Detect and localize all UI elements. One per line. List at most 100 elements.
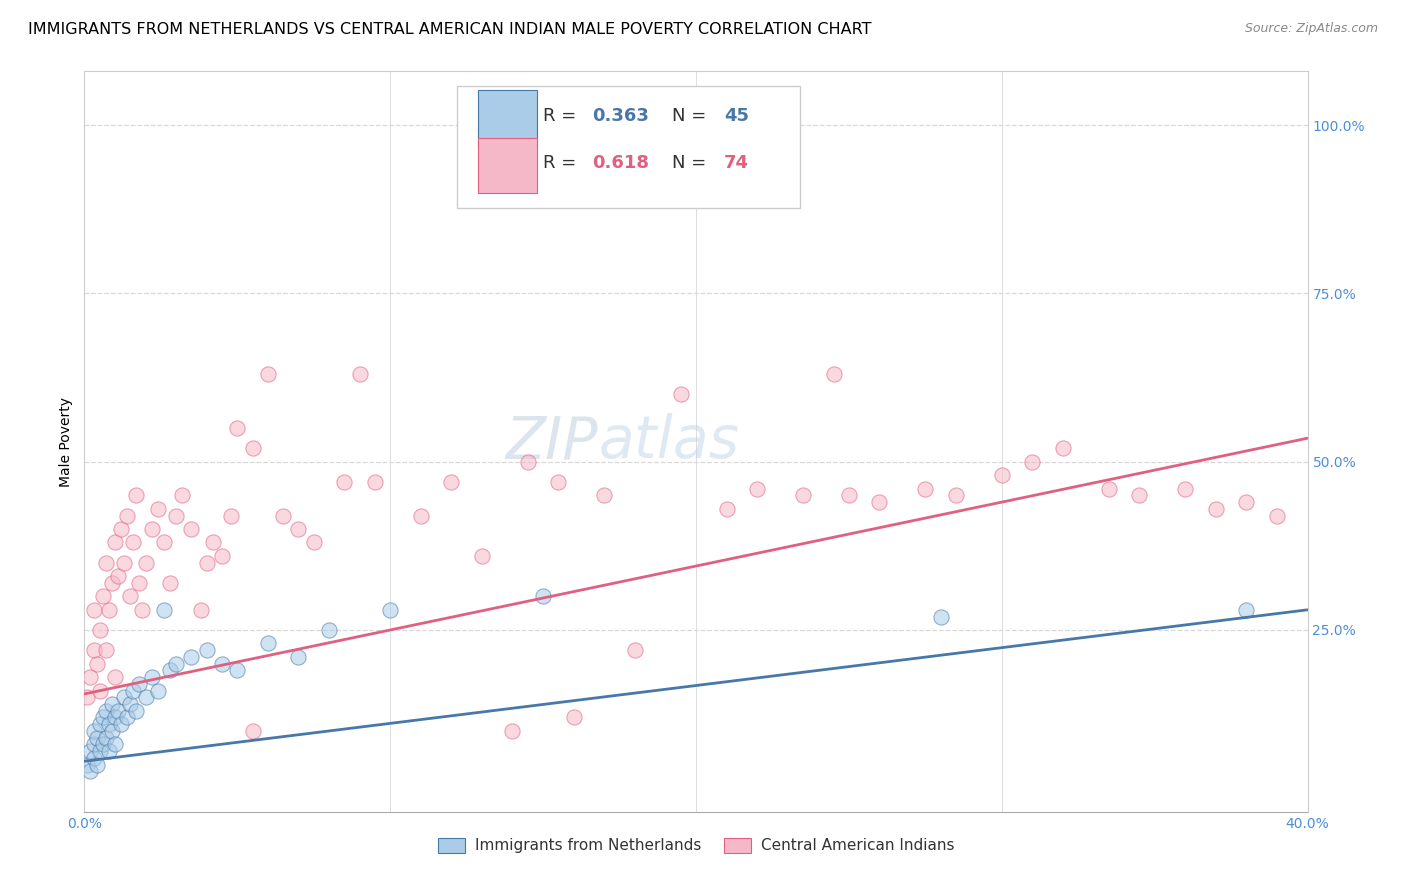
Point [120, 697, 142, 711]
Point [76, 690, 98, 705]
Point [76, 757, 98, 772]
Point [125, 488, 148, 502]
Point [141, 670, 163, 684]
Point [146, 501, 169, 516]
Point [112, 690, 135, 705]
Text: 45: 45 [724, 107, 749, 125]
Point [83, 738, 105, 752]
Text: N =: N = [672, 154, 711, 172]
Point [153, 603, 176, 617]
Point [349, 368, 371, 382]
Point [257, 368, 280, 382]
Text: IMMIGRANTS FROM NETHERLANDS VS CENTRAL AMERICAN INDIAN MALE POVERTY CORRELATION : IMMIGRANTS FROM NETHERLANDS VS CENTRAL A… [28, 22, 872, 37]
Point [502, 723, 524, 738]
Point [172, 488, 194, 502]
Point [516, 455, 538, 469]
Point [180, 522, 202, 536]
Point [101, 697, 124, 711]
Point [83, 751, 105, 765]
Point [1128, 488, 1150, 502]
Text: 0.363: 0.363 [592, 107, 650, 125]
Point [97, 603, 120, 617]
Point [159, 664, 181, 678]
Text: atlas: atlas [598, 413, 740, 470]
Point [107, 704, 129, 718]
Point [125, 704, 148, 718]
Point [122, 535, 145, 549]
Point [211, 549, 233, 563]
Point [792, 488, 814, 502]
Point [122, 683, 145, 698]
Point [110, 717, 132, 731]
Point [440, 475, 463, 489]
Point [101, 575, 124, 590]
FancyBboxPatch shape [478, 90, 537, 145]
Text: Source: ZipAtlas.com: Source: ZipAtlas.com [1244, 22, 1378, 36]
Point [593, 488, 616, 502]
Point [112, 556, 135, 570]
Point [716, 501, 738, 516]
Point [531, 590, 554, 604]
Point [318, 623, 340, 637]
Point [115, 508, 138, 523]
Text: 0.618: 0.618 [592, 154, 650, 172]
Point [302, 535, 325, 549]
Point [89, 683, 111, 698]
Point [271, 508, 294, 523]
Point [91, 738, 114, 752]
Point [110, 522, 132, 536]
Point [838, 488, 860, 502]
Point [242, 723, 264, 738]
Point [380, 603, 402, 617]
Point [165, 657, 187, 671]
Point [135, 690, 157, 705]
Point [104, 670, 127, 684]
Point [1265, 508, 1288, 523]
Point [131, 603, 153, 617]
Point [1236, 603, 1258, 617]
Point [823, 368, 845, 382]
Point [242, 442, 264, 456]
Point [89, 623, 111, 637]
Point [409, 508, 432, 523]
Point [83, 603, 105, 617]
FancyBboxPatch shape [457, 87, 800, 209]
Y-axis label: Male Poverty: Male Poverty [59, 397, 73, 486]
Point [128, 575, 150, 590]
Point [83, 723, 105, 738]
Point [195, 556, 218, 570]
Point [141, 522, 163, 536]
Point [104, 710, 127, 724]
Point [107, 569, 129, 583]
Point [94, 731, 117, 745]
Point [226, 664, 249, 678]
Point [1174, 482, 1197, 496]
Point [135, 556, 157, 570]
Text: 74: 74 [724, 154, 749, 172]
Point [165, 508, 187, 523]
Text: R =: R = [543, 107, 582, 125]
Point [104, 535, 127, 549]
Point [638, 118, 661, 132]
Point [104, 738, 127, 752]
Point [869, 495, 891, 509]
Point [1098, 482, 1121, 496]
Point [257, 636, 280, 650]
Text: ZIP: ZIP [506, 413, 598, 470]
Point [547, 475, 569, 489]
Point [195, 643, 218, 657]
Point [159, 575, 181, 590]
Point [97, 717, 120, 731]
Point [1205, 501, 1227, 516]
Legend: Immigrants from Netherlands, Central American Indians: Immigrants from Netherlands, Central Ame… [432, 831, 960, 860]
Point [86, 657, 108, 671]
Point [190, 603, 212, 617]
Point [669, 387, 692, 401]
Point [91, 590, 114, 604]
Point [364, 475, 387, 489]
Point [1236, 495, 1258, 509]
Point [91, 710, 114, 724]
Point [101, 723, 124, 738]
Point [97, 744, 120, 758]
Point [562, 710, 585, 724]
